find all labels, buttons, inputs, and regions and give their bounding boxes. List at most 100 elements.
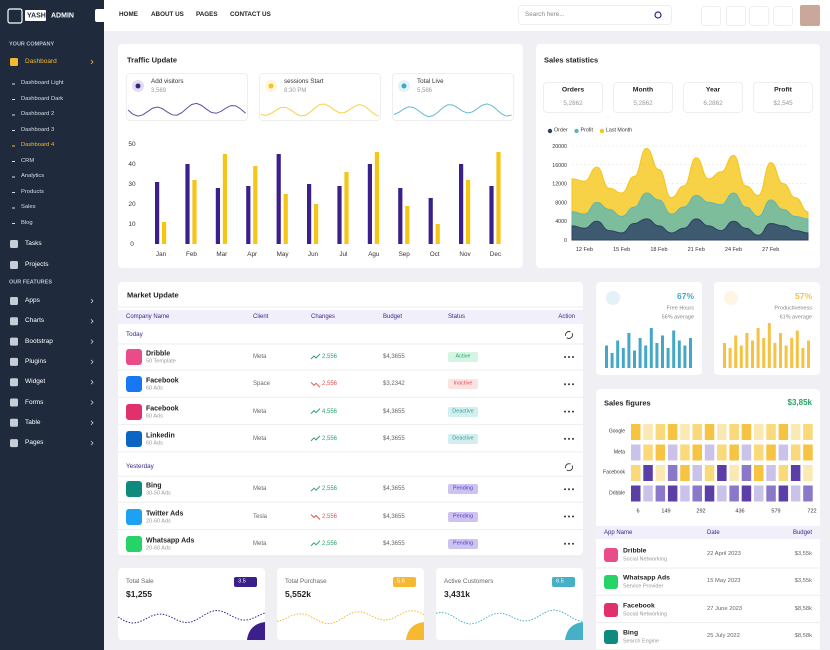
x-tick-label: 15 Feb <box>613 247 630 253</box>
submenu-item[interactable]: Dashboard Light <box>21 80 64 87</box>
nav-link[interactable]: CONTACT US <box>230 10 271 18</box>
company-sub: 60 Ads <box>146 440 163 447</box>
bar <box>489 186 494 244</box>
bar <box>283 194 288 244</box>
bar <box>155 182 160 244</box>
menu-item[interactable]: Dashboard <box>25 57 57 65</box>
submenu-item[interactable]: Sales <box>21 204 36 211</box>
bar <box>246 186 251 244</box>
table-header <box>118 310 583 324</box>
action-dot <box>568 515 570 518</box>
icon-button <box>726 6 746 26</box>
chevron <box>90 420 94 426</box>
refresh-icon <box>565 463 573 472</box>
corner-badge <box>247 622 265 640</box>
menu-item[interactable]: Bootstrap <box>25 337 53 345</box>
menu-item[interactable]: Projects <box>25 260 49 268</box>
action-dot <box>564 437 566 440</box>
brand-icon <box>604 629 618 644</box>
budget: $4,3655 <box>383 540 405 547</box>
kpi-bar <box>723 343 726 368</box>
change: 2,556 <box>322 540 338 547</box>
submenu-item[interactable]: Blog <box>21 219 33 226</box>
heatmap-cell <box>729 424 739 440</box>
menu-item[interactable]: Charts <box>25 317 45 325</box>
nav-link[interactable]: ABOUT US <box>151 10 184 18</box>
y-tick-label: 20 <box>128 201 136 208</box>
heatmap-x-label: 436 <box>735 508 745 515</box>
heatmap-cell <box>741 485 752 502</box>
company-name: Whatsapp Ads <box>146 537 195 545</box>
avatar <box>800 5 820 26</box>
app-name: Bing <box>623 629 639 637</box>
heatmap-cell <box>766 444 776 461</box>
sales-total: $3,85k <box>787 398 812 407</box>
submenu-item[interactable]: CRM <box>21 157 35 164</box>
heatmap-cell <box>631 444 641 461</box>
menu-item[interactable]: Apps <box>25 296 40 304</box>
company-sub: 50 Template <box>146 358 176 365</box>
stat-box <box>543 82 603 113</box>
heatmap-cell <box>667 424 678 440</box>
column-header: Changes <box>311 314 336 320</box>
kpi-bar <box>605 345 608 368</box>
status-pill <box>448 406 478 417</box>
trend-icon <box>310 408 321 414</box>
action-dot <box>568 356 570 358</box>
heatmap-cell <box>766 465 776 481</box>
submenu-item[interactable]: Dashboard 4 <box>21 142 55 149</box>
kpi-icon <box>724 291 738 305</box>
x-tick-label: 21 Feb <box>688 247 705 253</box>
group-label: Today <box>126 330 143 338</box>
menu-item[interactable]: Widget <box>25 377 46 385</box>
nav-link[interactable]: HOME <box>119 10 138 18</box>
chevron <box>90 400 94 405</box>
heatmap-cell <box>655 444 666 461</box>
menu-item[interactable]: Tasks <box>25 239 42 247</box>
x-tick-label: Oct <box>430 251 440 258</box>
menu-item[interactable]: Forms <box>25 398 44 406</box>
legend-label: Last Month <box>605 127 633 134</box>
column-header: Company Name <box>126 314 170 320</box>
heatmap-cell <box>803 444 813 461</box>
brand-icon <box>126 376 142 393</box>
company-sub: 20-60 Ads <box>146 517 171 524</box>
menu-item[interactable]: Pages <box>25 438 44 446</box>
heatmap-x-label: 722 <box>807 508 817 515</box>
menu-icon <box>10 297 18 305</box>
stat-label: sessions Start <box>284 77 324 85</box>
status-pill <box>448 352 478 362</box>
submenu-item[interactable]: Dashboard 2 <box>21 111 55 118</box>
company-name: Facebook <box>146 377 179 385</box>
submenu-item[interactable]: Dashboard Dark <box>21 95 64 102</box>
submenu-item[interactable]: Dashboard 3 <box>21 126 55 133</box>
app-budget: $3,55k <box>794 551 812 558</box>
status: Pending <box>452 512 474 519</box>
nav-link[interactable]: PAGES <box>196 10 218 18</box>
area <box>571 218 809 241</box>
status-pill <box>448 511 478 522</box>
kpi-bar <box>779 333 782 368</box>
heatmap-cell <box>631 465 641 481</box>
company-sub: 30-50 Ads <box>146 490 171 497</box>
total-label: Total Sale <box>126 577 154 585</box>
submenu-item[interactable]: Analytics <box>21 173 45 180</box>
menu-item[interactable]: Plugins <box>25 357 47 365</box>
action-dot <box>572 356 574 358</box>
column-header: Date <box>707 529 720 536</box>
heatmap-cell <box>667 465 678 481</box>
client: Meta <box>253 486 267 493</box>
change: 2,556 <box>322 381 338 388</box>
heatmap-cell <box>778 485 789 502</box>
search-box[interactable] <box>518 5 672 25</box>
table-header <box>596 526 820 539</box>
kpi-icon <box>606 291 620 305</box>
heatmap-cell <box>692 485 702 502</box>
card-title: Traffic Update <box>127 55 178 65</box>
submenu-item[interactable]: Products <box>21 188 44 195</box>
sparkline <box>393 103 512 118</box>
menu-item[interactable]: Table <box>25 418 41 426</box>
app-sub: Social Networking <box>623 556 668 563</box>
kpi-bar <box>627 333 631 368</box>
